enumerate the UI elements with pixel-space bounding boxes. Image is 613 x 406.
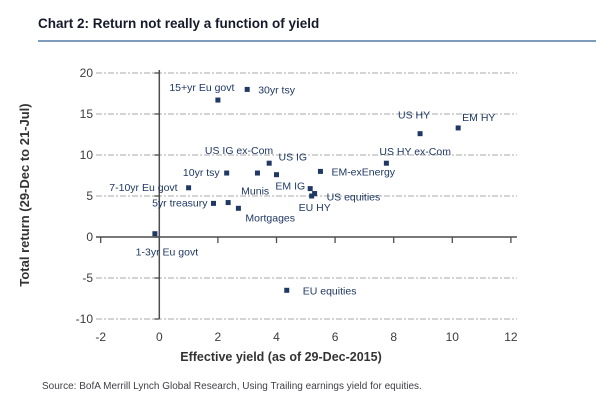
point-label: EM HY	[462, 112, 495, 124]
source-note: Source: BofA Merrill Lynch Global Resear…	[42, 381, 422, 392]
x-tick-label: 10	[446, 330, 460, 344]
y-tick-label: 15	[80, 107, 94, 121]
point-label: US HY	[398, 110, 430, 122]
x-tick-label: 12	[504, 330, 518, 344]
x-tick-label: 4	[273, 330, 280, 344]
data-point	[235, 205, 241, 211]
point-label: US equities	[327, 192, 381, 204]
point-label: 5yr treasury	[152, 197, 208, 209]
data-point	[224, 170, 230, 176]
y-tick-label: 20	[80, 66, 94, 80]
y-tick-label: -10	[76, 312, 94, 326]
data-point	[215, 97, 221, 103]
chart-title: Chart 2: Return not really a function of…	[38, 16, 320, 31]
point-label: US IG	[279, 152, 308, 164]
data-point	[383, 160, 389, 166]
data-point	[312, 191, 318, 197]
point-label: 15+yr Eu govt	[169, 82, 234, 94]
data-point	[284, 287, 290, 293]
data-point	[152, 231, 158, 237]
point-label: 1-3yr Eu govt	[136, 247, 199, 259]
title-underline	[38, 40, 596, 42]
point-label: 10yr tsy	[183, 167, 221, 179]
data-point	[211, 200, 217, 206]
data-point	[317, 168, 323, 174]
y-axis-title: Total return (29-Dec to 21-Jul)	[17, 103, 32, 286]
point-label: 30yr tsy	[258, 84, 296, 96]
y-tick-label: 0	[86, 230, 93, 244]
point-label: US IG ex-Com	[205, 145, 274, 157]
point-label: EM-exEnergy	[331, 166, 395, 178]
point-label: EU HY	[299, 202, 331, 214]
point-label: 7-10yr Eu govt	[109, 182, 177, 194]
x-tick-label: 2	[215, 330, 222, 344]
y-tick-label: 10	[80, 148, 94, 162]
y-tick-label: 5	[86, 189, 93, 203]
x-tick-label: 0	[156, 330, 163, 344]
x-axis-title: Effective yield (as of 29-Dec-2015)	[180, 350, 381, 364]
data-point	[244, 86, 250, 92]
x-tick-label: 8	[390, 330, 397, 344]
data-point	[309, 193, 315, 199]
data-point	[307, 186, 313, 192]
data-point	[254, 170, 260, 176]
data-point	[266, 160, 272, 166]
point-label: Munis	[241, 186, 269, 198]
data-point	[417, 131, 423, 137]
x-tick-label: -2	[95, 330, 106, 344]
point-label: EU equities	[303, 285, 357, 297]
y-tick-label: -5	[82, 271, 93, 285]
plot-area: 20 15 10 5 0 -5 -10-2 0 2 4 6 8 10 12 1-3yr Eu govt 7-1…	[76, 66, 518, 344]
data-point	[274, 172, 279, 178]
point-label: EM IG	[275, 181, 305, 193]
data-point	[186, 185, 192, 191]
data-point	[225, 200, 231, 206]
data-point	[455, 125, 461, 131]
x-tick-label: 6	[332, 330, 339, 344]
point-label: Mortgages	[245, 212, 295, 224]
point-label: US HY ex-Com	[379, 146, 451, 158]
